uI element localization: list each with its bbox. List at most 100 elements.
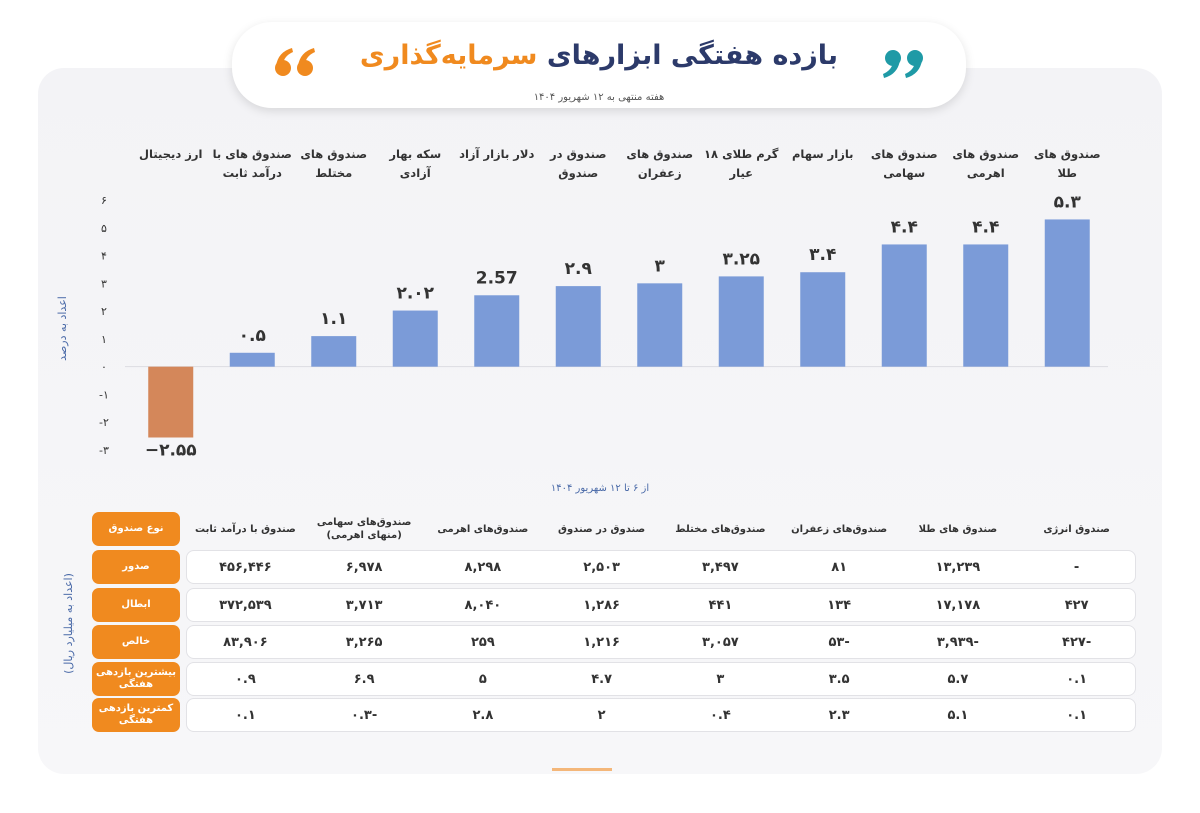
value-label: ۱.۱ (320, 309, 347, 329)
table-cell: - (1073, 559, 1080, 575)
category-label: صندوق های طلا (1033, 147, 1101, 180)
row-label: ابطال (92, 588, 180, 622)
table-cell: ۶.۹ (353, 671, 375, 687)
y-axis-label: اعداد به درصد (55, 296, 69, 361)
table-cell: ۳۷۲,۵۳۹ (219, 597, 272, 613)
table-cell: ۱۳,۲۳۹ (935, 559, 981, 575)
value-label: ۰.۵ (239, 326, 266, 346)
table-header: صندوق‌های اهرمی (437, 523, 529, 535)
value-label: ۳.۴ (809, 245, 836, 265)
table-cell: ۸,۲۹۸ (464, 559, 502, 575)
category-label: دلار بازار آزاد (459, 147, 535, 161)
table-cell: ۴۲۷ (1064, 597, 1089, 613)
row-label: صدور (92, 550, 180, 584)
row-label: خالص (92, 625, 180, 659)
table-cell: ۲.۸ (472, 707, 494, 723)
table-cell: ۴۴۱ (708, 597, 733, 613)
table-cell: -۰.۳ (351, 707, 378, 723)
category-label: صندوق های با درآمد ثابت (212, 147, 292, 180)
x-axis-label: از ۶ تا ۱۲ شهریور ۱۴۰۴ (550, 482, 650, 494)
row-label: کمترین بازدهی هفتگی (92, 698, 180, 732)
value-label: ۳.۲۵ (722, 249, 760, 269)
bar (881, 244, 927, 367)
subtitle: هفته منتهی به ۱۲ شهریور ۱۴۰۴ (533, 92, 665, 103)
table-cell: ۲,۵۰۳ (583, 559, 620, 575)
category-label: صندوق های مختلط (300, 147, 368, 180)
title: بازده هفتگی ابزارهای سرمایه‌گذاری (232, 40, 966, 71)
table-row (186, 550, 1136, 584)
table-cell: ۲۵۹ (470, 634, 495, 650)
table-cell: ۳,۲۶۵ (345, 634, 383, 650)
category-label: صندوق های اهرمی (952, 147, 1020, 180)
category-label: بازار سهام (792, 147, 854, 161)
y-tick-label: ۴ (101, 250, 107, 263)
table-cell: ۰.۹ (234, 671, 256, 687)
quote-right (883, 50, 923, 78)
table-cell: ۳,۴۹۷ (702, 559, 739, 575)
table-cell: ۴.۷ (591, 671, 613, 687)
y-tick-label: ۶ (101, 194, 107, 207)
table-cell: -۳,۹۳۹ (936, 634, 979, 650)
table-cell: ۸۱ (831, 559, 848, 575)
bar (474, 295, 520, 367)
bar (311, 336, 357, 367)
table-cell: ۵.۱ (947, 707, 969, 723)
table-cell: ۳ (716, 671, 725, 687)
table-cell: ۰.۴ (709, 707, 731, 723)
y-tick-label: -۱ (99, 388, 109, 401)
value-label: ۴.۴ (972, 217, 999, 237)
table-cell: ۲.۳ (828, 707, 850, 723)
table-header: صندوق با درآمد ثابت (194, 523, 296, 535)
title-highlight: سرمایه‌گذاری (359, 40, 538, 71)
y-tick-label: ۵ (101, 222, 107, 235)
category-label: ارز دیجیتال (139, 147, 203, 161)
table-row (186, 698, 1136, 732)
y-tick-label: ۱ (101, 333, 107, 346)
table-cell: ۸۳,۹۰۶ (223, 634, 268, 650)
table-row (186, 662, 1136, 696)
table-cell: ۱۷,۱۷۸ (935, 597, 981, 613)
table-header: صندوق‌های زعفران (791, 523, 888, 535)
table-header: صندوق انرژی (1043, 523, 1110, 535)
table-cell: ۶,۹۷۸ (345, 559, 383, 575)
category-label: گرم طلای ۱۸ عیار (704, 147, 779, 180)
table-cell: ۰.۱ (1066, 707, 1088, 723)
category-label: سکه بهار آزادی (389, 147, 442, 180)
table-cell: ۰.۱ (1066, 671, 1088, 687)
value-label: 2.57 (476, 268, 518, 288)
quote-left (275, 48, 315, 76)
table-cell: ۳,۷۱۳ (345, 597, 383, 613)
bar (148, 366, 194, 438)
decor-line (552, 768, 612, 771)
value-label: ۴.۴ (891, 217, 918, 237)
row-label: بیشترین بازدهی هفتگی (92, 662, 180, 696)
table-cell: ۸,۰۴۰ (464, 597, 502, 613)
table-cell: ۰.۱ (234, 707, 256, 723)
title-main: بازده هفتگی ابزارهای (546, 40, 839, 71)
table-header: صندوق های طلا (918, 523, 998, 535)
y-tick-label: -۲ (99, 416, 109, 429)
bar (555, 286, 601, 367)
table-cell: ۱۳۴ (827, 597, 852, 613)
table-cell: ۲ (597, 707, 606, 723)
table-row (186, 588, 1136, 622)
value-label: ۲.۹ (565, 259, 593, 279)
value-label: −۲.۵۵ (145, 441, 197, 461)
table-unit-label: (اعداد به میلیارد ریال) (61, 573, 75, 674)
bar (800, 272, 846, 367)
bar (718, 276, 764, 367)
table-row (186, 625, 1136, 659)
table-cell: ۳.۵ (828, 671, 850, 687)
category-label: صندوق در صندوق (550, 147, 607, 180)
y-tick-label: ۲ (101, 305, 107, 318)
table-cell: ۱,۲۱۶ (583, 634, 620, 650)
table-cell: ۵.۷ (947, 671, 969, 687)
category-label: صندوق های سهامی (870, 147, 938, 180)
y-tick-label: ۳ (101, 277, 107, 290)
title-pill (232, 22, 966, 108)
category-label: صندوق های زعفران (626, 147, 694, 180)
table-cell: ۳,۰۵۷ (702, 634, 739, 650)
table-cell: ۴۵۶,۴۴۶ (219, 559, 272, 575)
value-label: ۵.۳ (1054, 192, 1082, 212)
